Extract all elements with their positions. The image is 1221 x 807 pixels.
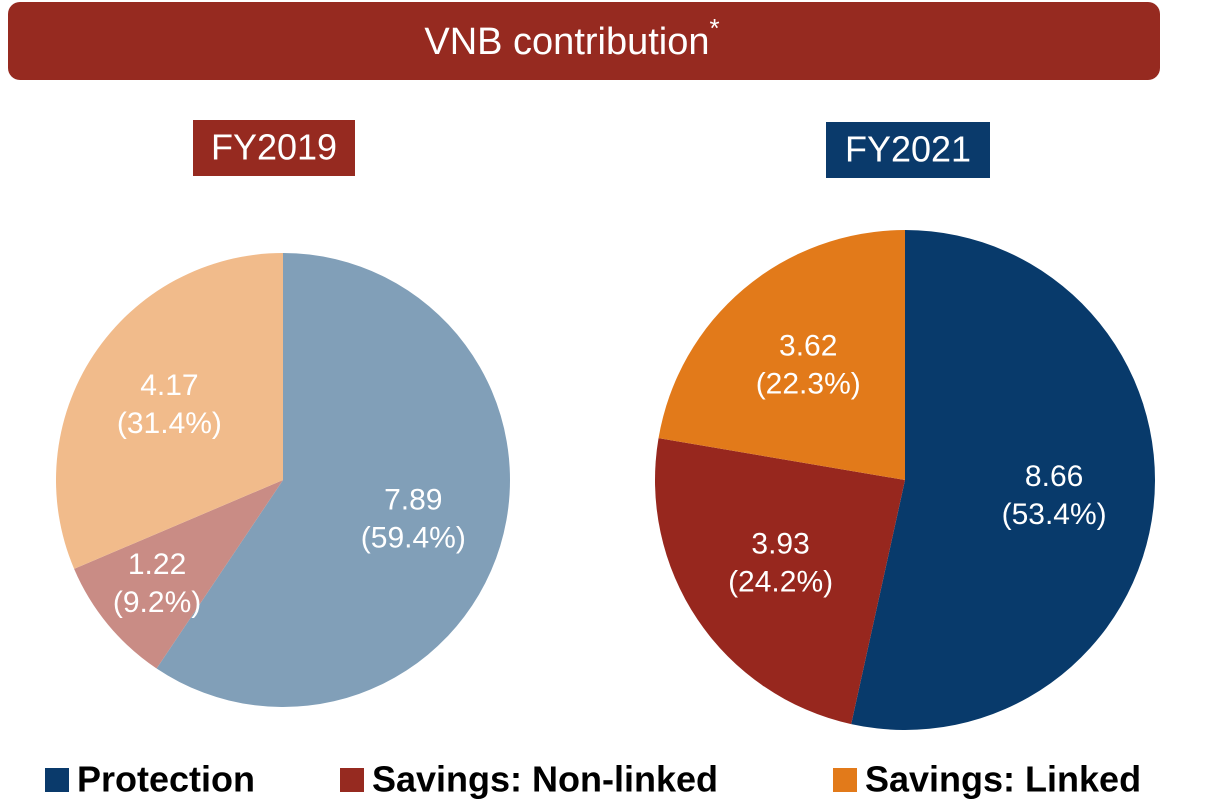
legend-marker bbox=[45, 768, 69, 792]
slice-amount: 3.93 bbox=[751, 528, 809, 561]
slice-percent: (22.3%) bbox=[756, 367, 861, 400]
slice-amount: 7.89 bbox=[384, 484, 442, 517]
title-note: * bbox=[710, 13, 720, 43]
pie-slice bbox=[74, 480, 284, 669]
slice-percent: (24.2%) bbox=[728, 566, 833, 599]
pie-slice bbox=[851, 230, 1155, 730]
slice-amount: 3.62 bbox=[779, 329, 837, 362]
slice-percent: (9.2%) bbox=[113, 586, 201, 619]
title-text: VNB contribution bbox=[424, 21, 709, 63]
pie-slice bbox=[655, 438, 905, 725]
pie-title: FY2019 bbox=[211, 127, 337, 168]
legend-label: Savings: Linked bbox=[865, 759, 1141, 800]
legend-marker bbox=[833, 768, 857, 792]
title-bar bbox=[8, 2, 1160, 80]
pie-title-box bbox=[193, 120, 355, 176]
pie-slice bbox=[156, 253, 511, 707]
slice-percent: (31.4%) bbox=[117, 407, 222, 440]
pie-title-box bbox=[826, 122, 990, 178]
pie-slice bbox=[55, 252, 283, 569]
slice-amount: 1.22 bbox=[128, 548, 186, 581]
legend-label: Protection bbox=[77, 759, 255, 800]
slice-percent: (53.4%) bbox=[1002, 498, 1107, 531]
pie-title: FY2021 bbox=[845, 129, 971, 170]
legend-label: Savings: Non-linked bbox=[372, 759, 718, 800]
chart-title: VNB contribution* bbox=[424, 13, 719, 63]
pie-slice bbox=[658, 229, 905, 480]
slice-amount: 4.17 bbox=[140, 369, 198, 402]
slice-amount: 8.66 bbox=[1025, 460, 1083, 493]
slice-percent: (59.4%) bbox=[361, 522, 466, 555]
legend-marker bbox=[340, 768, 364, 792]
